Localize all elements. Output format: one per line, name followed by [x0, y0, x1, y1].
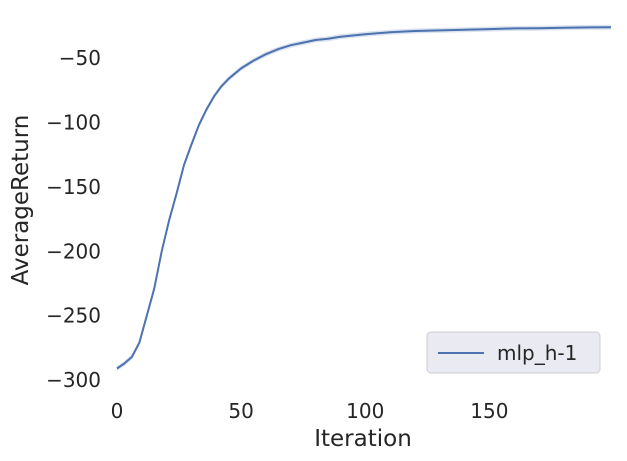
y-tick-label: −200 [46, 239, 101, 263]
y-tick-labels: −300 −250 −200 −150 −100 −50 [46, 46, 101, 392]
x-tick-label: 150 [470, 399, 508, 423]
y-tick-label: −50 [59, 46, 101, 70]
x-axis-label: Iteration [314, 426, 412, 452]
y-tick-label: −150 [46, 175, 101, 199]
series-layer [116, 24, 612, 371]
legend: mlp_h-1 [426, 331, 601, 374]
legend-label-mlp_h-1: mlp_h-1 [497, 341, 577, 365]
y-tick-label: −300 [46, 368, 101, 392]
legend-box [426, 331, 601, 374]
x-tick-label: 50 [228, 399, 253, 423]
y-tick-label: −100 [46, 110, 101, 134]
series-line-mlp_h-1 [116, 26, 612, 370]
y-tick-label: −250 [46, 304, 101, 328]
series-band-mlp_h-1 [117, 24, 611, 371]
y-axis-label: AverageReturn [8, 115, 34, 286]
x-tick-labels: 0 50 100 150 [111, 399, 509, 423]
x-tick-label: 0 [111, 399, 124, 423]
x-tick-label: 100 [346, 399, 384, 423]
